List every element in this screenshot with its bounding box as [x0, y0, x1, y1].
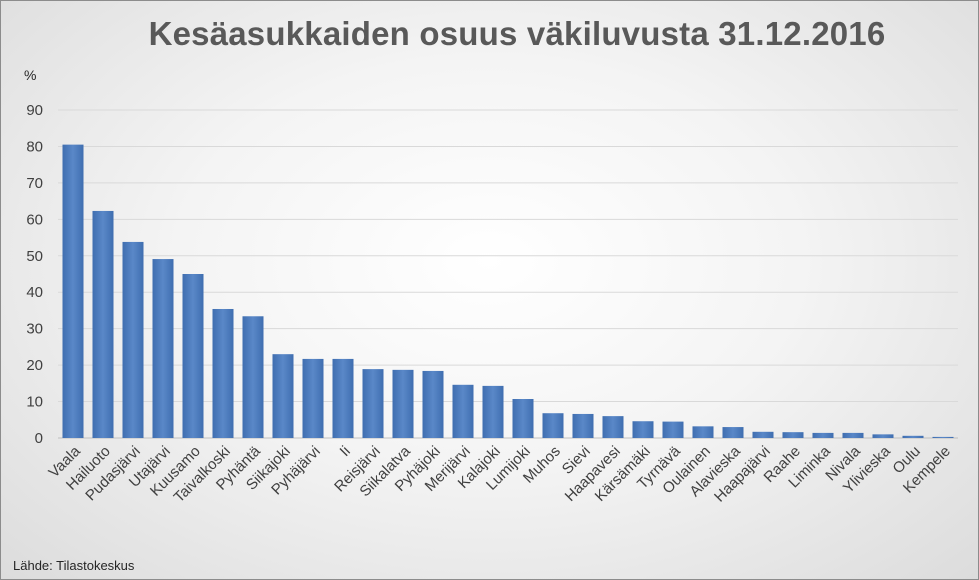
bar	[932, 436, 954, 438]
y-axis-tick-labels: 0 10 20 30 40 50 60 70 80 90	[26, 102, 43, 447]
y-tick-label: 10	[26, 394, 43, 411]
bar	[182, 274, 204, 438]
bar	[722, 427, 744, 438]
bars	[62, 144, 954, 438]
bar	[812, 432, 834, 438]
bar	[152, 259, 174, 438]
y-tick-label: 20	[26, 357, 43, 374]
y-tick-label: 70	[26, 175, 43, 192]
source-note: Lähde: Tilastokeskus	[13, 558, 135, 573]
y-tick-label: 80	[26, 138, 43, 155]
y-tick-label: 60	[26, 211, 43, 228]
bar	[752, 431, 774, 438]
bar	[842, 432, 864, 438]
bar	[782, 432, 804, 438]
bar	[122, 241, 144, 438]
bar	[692, 426, 714, 438]
bar	[872, 434, 894, 438]
chart-title: Kesäasukkaiden osuus väkiluvusta 31.12.2…	[148, 15, 886, 52]
bar	[542, 413, 564, 438]
bar	[92, 210, 114, 438]
x-tick-label: Ii	[337, 443, 354, 460]
y-axis-unit-label: %	[24, 67, 37, 83]
bar	[632, 421, 654, 438]
bar	[452, 384, 474, 438]
bar	[242, 316, 264, 438]
y-tick-label: 0	[35, 430, 43, 447]
bar	[512, 399, 534, 438]
bar	[422, 370, 444, 438]
bar	[602, 416, 624, 438]
bar	[362, 369, 384, 438]
bar	[272, 354, 294, 438]
bar	[392, 369, 414, 438]
bar	[332, 358, 354, 438]
y-tick-label: 40	[26, 284, 43, 301]
bar	[572, 413, 594, 438]
bar	[302, 358, 324, 438]
bar	[212, 308, 234, 438]
y-tick-label: 50	[26, 248, 43, 265]
bar	[662, 421, 684, 438]
y-tick-label: 90	[26, 102, 43, 119]
bar	[62, 144, 84, 438]
bar	[902, 435, 924, 438]
gridlines	[58, 109, 958, 439]
y-tick-label: 30	[26, 321, 43, 338]
x-axis-tick-labels: VaalaHailuotoPudasjärviUtajärviKuusamoTa…	[45, 442, 953, 506]
bar	[482, 385, 504, 438]
